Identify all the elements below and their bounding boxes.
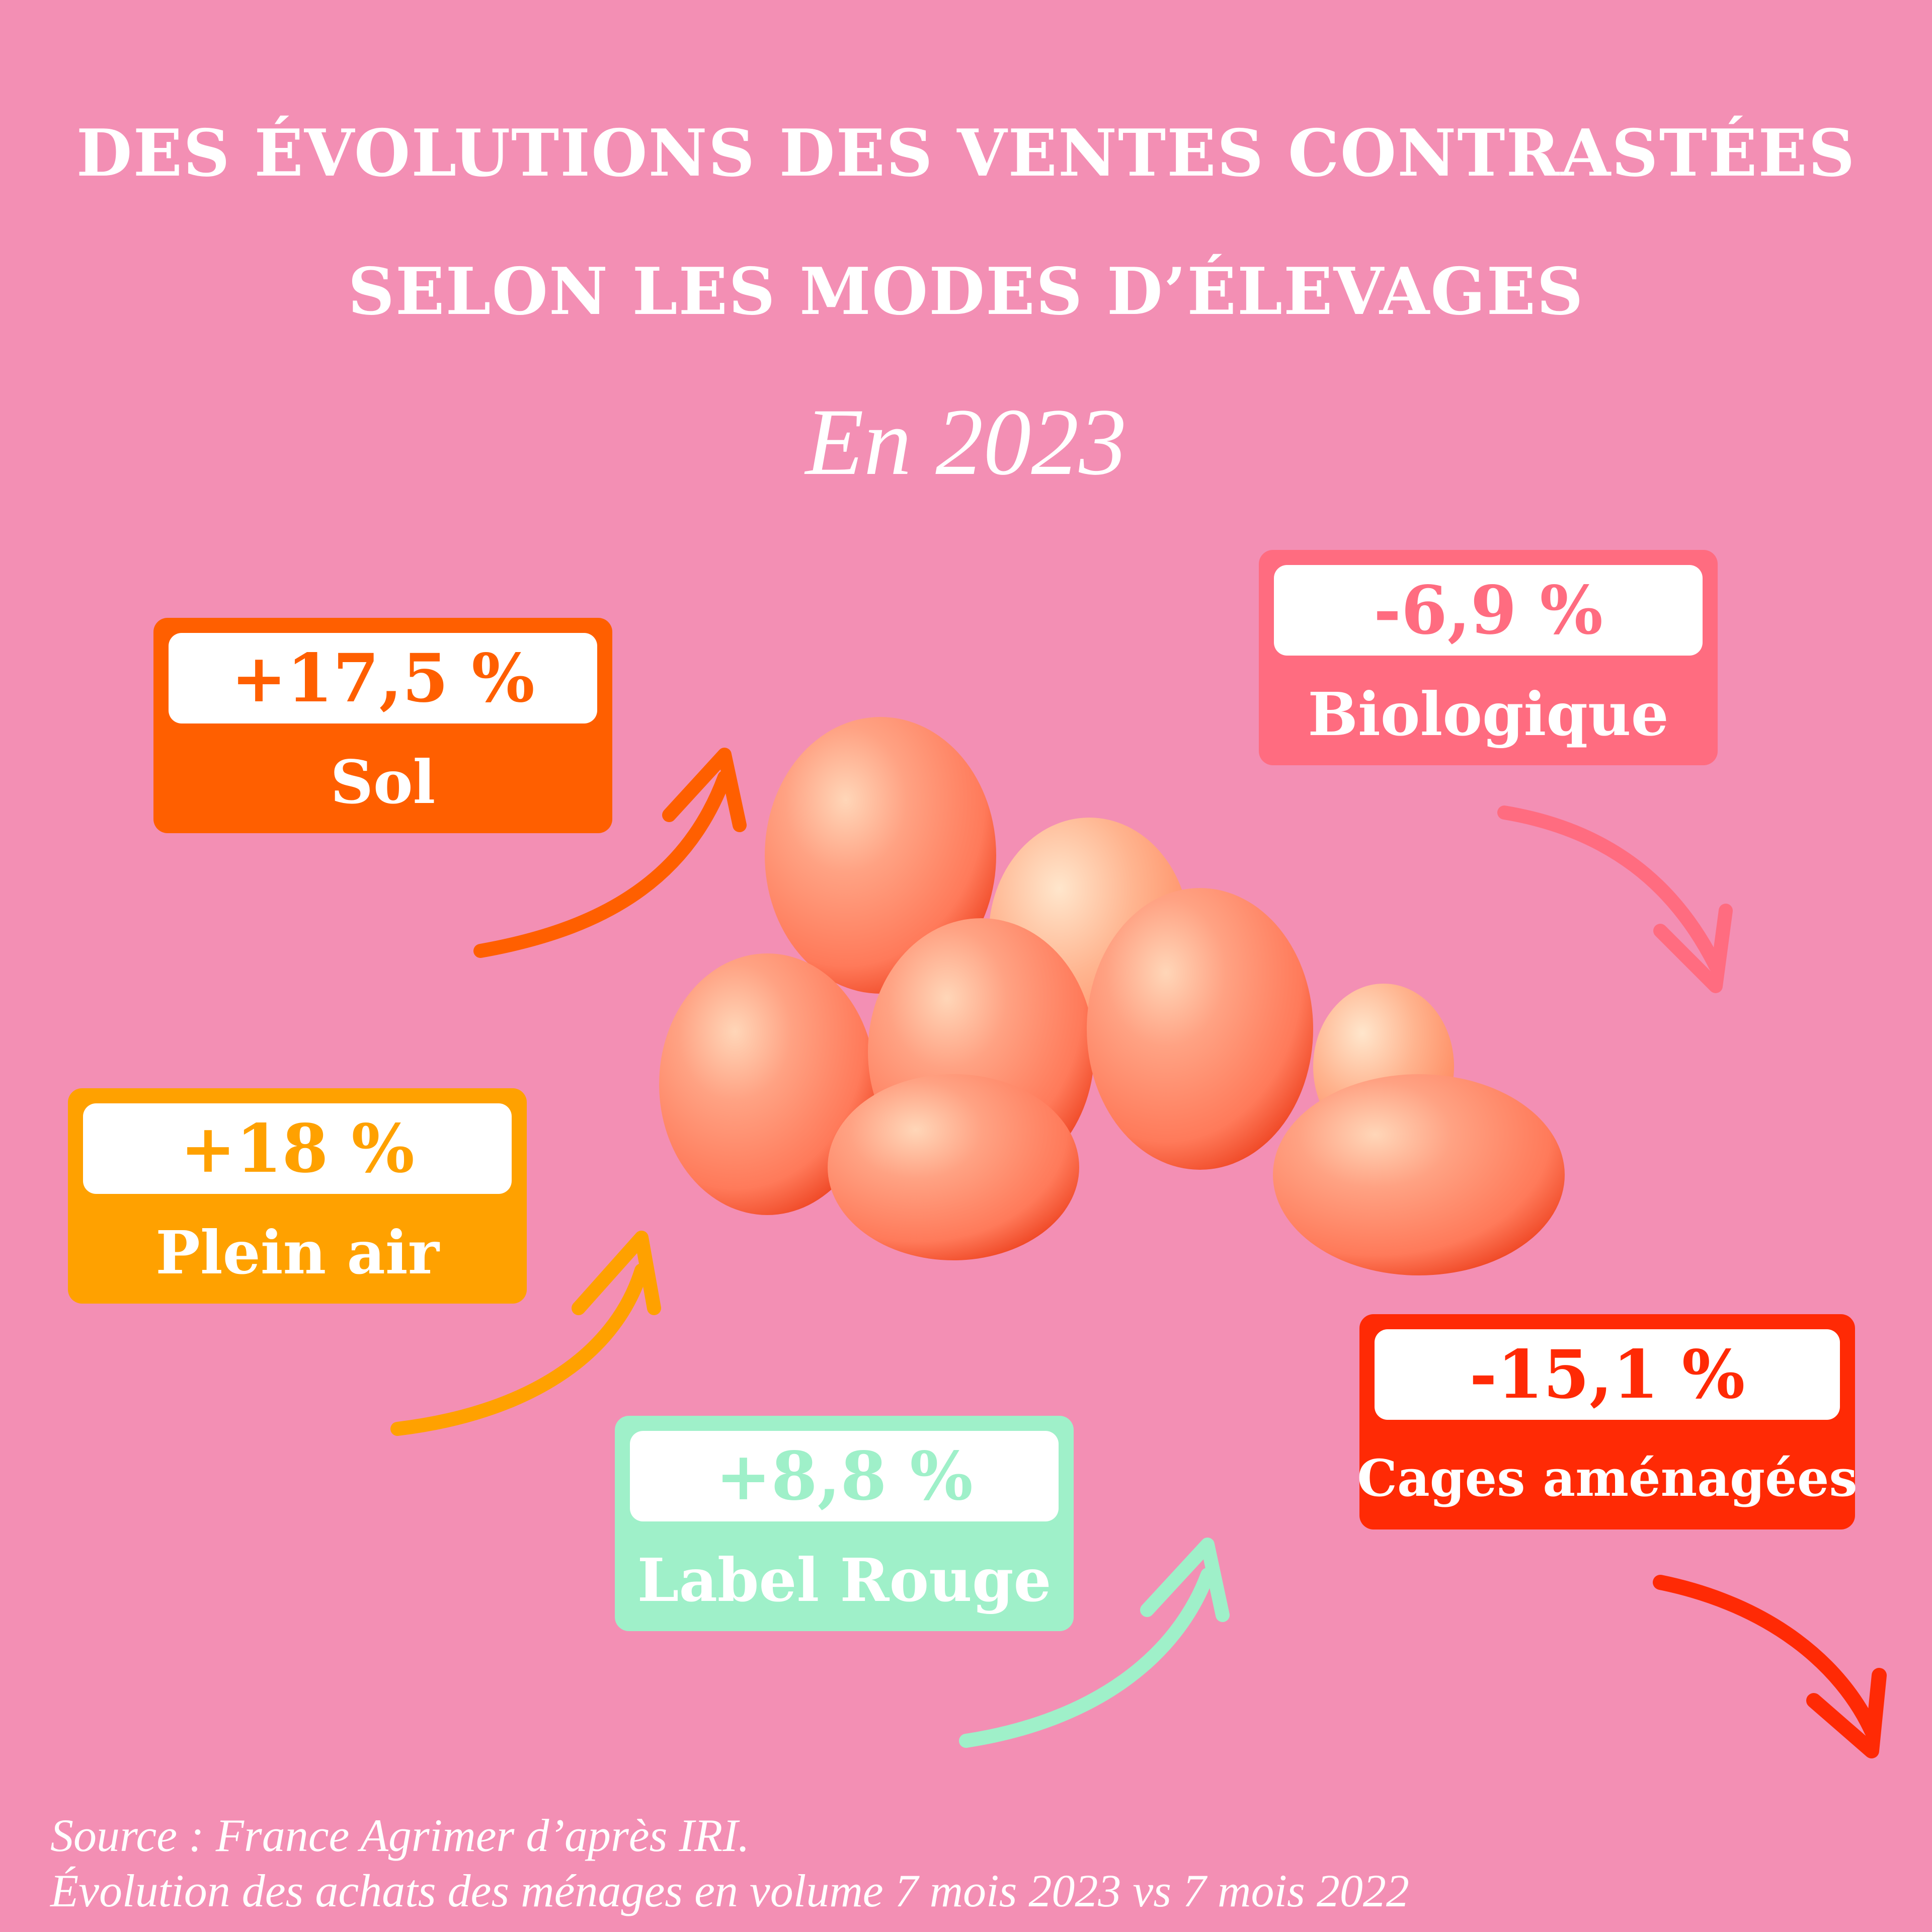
arrow-up-plein-air-icon [390,1263,649,1436]
egg-icon [1273,1074,1565,1275]
arrow-head-label-rouge-icon [1140,1538,1230,1622]
source-line-1: Source : France Agrimer d’après IRI. [50,1810,750,1861]
card-biologique: -6,9 % Biologique [1259,550,1718,765]
value-biologique: -6,9 % [1274,565,1703,656]
arrow-head-plein-air-icon [572,1231,661,1315]
card-label-rouge: +8,8 % Label Rouge [615,1416,1074,1631]
label-biologique: Biologique [1308,679,1669,749]
arrow-down-cages-icon [1653,1575,1879,1738]
card-cages-amenagees: -15,1 % Cages aménagées [1357,1314,1858,1530]
arrow-up-label-rouge-icon [959,1568,1215,1748]
label-sol: Sol [330,747,436,817]
subtitle-year: En 2023 [805,389,1127,495]
value-plein-air: +18 % [83,1103,512,1194]
source-line-2: Évolution des achats des ménages en volu… [50,1865,1409,1916]
value-cages-amenagees: -15,1 % [1375,1329,1840,1420]
arrow-head-biologique-icon [1653,904,1733,993]
title-line-1: DES ÉVOLUTIONS DES VENTES CONTRASTÉES [76,116,1856,191]
label-cages-amenagees: Cages aménagées [1357,1448,1858,1508]
label-label-rouge: Label Rouge [637,1545,1052,1615]
egg-icon [765,717,996,994]
value-sol: +17,5 % [169,633,597,723]
arrow-head-cages-icon [1806,1668,1887,1758]
egg-icon [1087,888,1313,1170]
card-plein-air: +18 % Plein air [68,1088,527,1304]
arrow-down-biologique-icon [1497,806,1723,973]
egg-icon [659,953,875,1215]
egg-icon [828,1074,1079,1260]
arrow-head-sol-icon [662,748,747,832]
arrow-up-sol-icon [473,770,732,958]
value-label-rouge: +8,8 % [630,1431,1059,1521]
card-sol: +17,5 % Sol [153,618,612,833]
label-plein-air: Plein air [155,1217,439,1287]
title-line-2: SELON LES MODES D’ÉLEVAGES [348,254,1584,330]
